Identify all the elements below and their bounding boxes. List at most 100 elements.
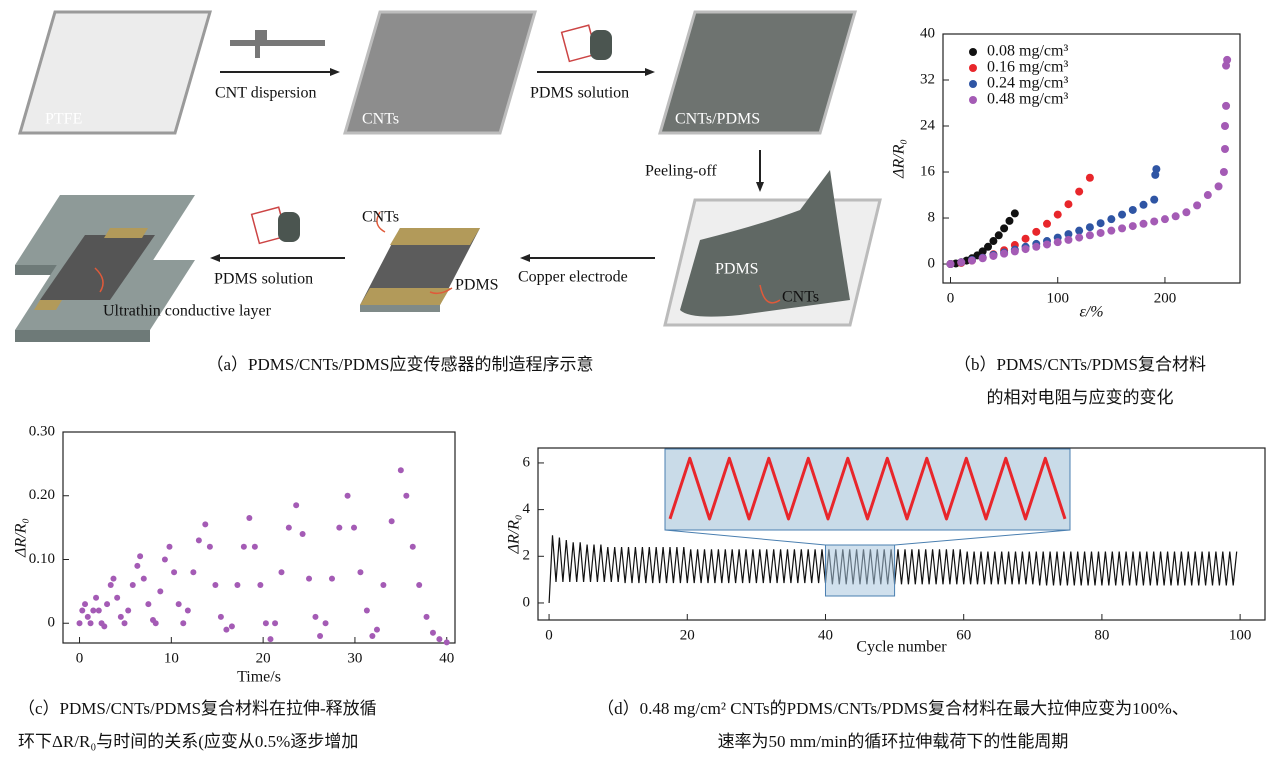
data-point: [1215, 182, 1223, 190]
data-point: [1118, 211, 1126, 219]
x-tick-label: 60: [956, 627, 971, 643]
data-point: [329, 576, 335, 582]
data-point: [345, 493, 351, 499]
shape: [680, 170, 850, 317]
data-point: [1011, 247, 1019, 255]
data-point: [430, 630, 436, 636]
label: CNTs: [362, 209, 399, 226]
data-point: [410, 544, 416, 550]
label: CNTs: [362, 111, 399, 128]
data-point: [1172, 212, 1180, 220]
data-point: [125, 607, 131, 613]
legend-marker: [969, 64, 977, 72]
y-tick-label: 0.30: [29, 423, 55, 439]
data-point: [1150, 196, 1158, 204]
data-point: [263, 620, 269, 626]
diagram: PTFE CNT dispersion CNTs PDMS solution C…: [15, 12, 880, 374]
data-point: [180, 620, 186, 626]
data-point: [364, 607, 370, 613]
data-point: [1005, 217, 1013, 225]
data-point: [157, 588, 163, 594]
y-tick-label: 32: [920, 71, 935, 87]
data-point: [403, 493, 409, 499]
data-point: [336, 525, 342, 531]
label: CNT dispersion: [215, 85, 316, 102]
data-point: [1022, 235, 1030, 243]
data-point: [1221, 122, 1229, 130]
data-point: [424, 614, 430, 620]
data-point: [1150, 217, 1158, 225]
caption: （c）PDMS/CNTs/PDMS复合材料在拉伸-释放循: [18, 699, 377, 718]
data-point: [312, 614, 318, 620]
data-point: [79, 607, 85, 613]
data-point: [416, 582, 422, 588]
label: CNTs/PDMS: [675, 111, 760, 128]
data-point: [202, 521, 208, 527]
x-tick-label: 20: [256, 650, 271, 666]
data-point: [1193, 201, 1201, 209]
y-axis-label: ΔR/R₀: [506, 515, 523, 555]
y-tick-label: 6: [523, 454, 531, 470]
data-point: [947, 260, 955, 268]
y-tick-label: 0: [928, 255, 936, 271]
x-tick-label: 100: [1046, 290, 1069, 306]
data-point: [229, 623, 235, 629]
x-tick-label: 30: [347, 650, 362, 666]
data-point: [1000, 224, 1008, 232]
data-point: [1140, 220, 1148, 228]
y-tick-label: 0: [523, 594, 531, 610]
y-tick-label: 16: [920, 163, 936, 179]
legend-marker: [969, 96, 977, 104]
data-point: [118, 614, 124, 620]
legend-marker: [969, 80, 977, 88]
data-point: [369, 633, 375, 639]
y-axis-label: ΔR/R₀: [891, 139, 908, 179]
data-point: [185, 607, 191, 613]
data-point: [1064, 236, 1072, 244]
caption: （b）PDMS/CNTs/PDMS复合材料: [954, 355, 1206, 374]
shape: [104, 228, 148, 238]
data-point: [96, 607, 102, 613]
data-point: [374, 627, 380, 633]
caption: 环下ΔR/R₀与时间的关系(应变从0.5%逐步增加: [18, 732, 358, 751]
data-point: [1222, 102, 1230, 110]
data-point: [293, 502, 299, 508]
plot-frame: [63, 432, 455, 643]
x-tick-label: 0: [76, 650, 84, 666]
data-point: [1075, 227, 1083, 235]
y-tick-label: 8: [928, 209, 936, 225]
shape: [756, 182, 764, 192]
data-point: [171, 569, 177, 575]
data-point: [88, 620, 94, 626]
data-point: [77, 620, 83, 626]
x-tick-label: 40: [818, 627, 833, 643]
x-tick-label: 0: [545, 627, 553, 643]
data-point: [223, 627, 229, 633]
data-point: [1075, 234, 1083, 242]
label: Ultrathin conductive layer: [103, 303, 272, 320]
data-point: [93, 595, 99, 601]
data-point: [351, 525, 357, 531]
data-point: [134, 563, 140, 569]
data-point: [1107, 215, 1115, 223]
x-tick-label: 200: [1154, 290, 1177, 306]
data-point: [1223, 56, 1231, 64]
data-point: [137, 553, 143, 559]
data-point: [1107, 227, 1115, 235]
x-tick-label: 10: [164, 650, 179, 666]
data-point: [1220, 168, 1228, 176]
caption: （d）0.48 mg/cm² CNTs的PDMS/CNTs/PDMS复合材料在最…: [597, 699, 1189, 718]
data-point: [1161, 215, 1169, 223]
data-point: [1129, 222, 1137, 230]
data-point: [1097, 229, 1105, 237]
data-point: [995, 231, 1003, 239]
data-point: [1086, 231, 1094, 239]
label: Peeling-off: [645, 163, 717, 180]
data-point: [272, 620, 278, 626]
shape: [390, 228, 480, 245]
data-point: [1032, 243, 1040, 251]
data-point: [1043, 240, 1051, 248]
x-axis-label: Cycle number: [856, 639, 947, 656]
legend-marker: [969, 48, 977, 56]
data-point: [166, 544, 172, 550]
